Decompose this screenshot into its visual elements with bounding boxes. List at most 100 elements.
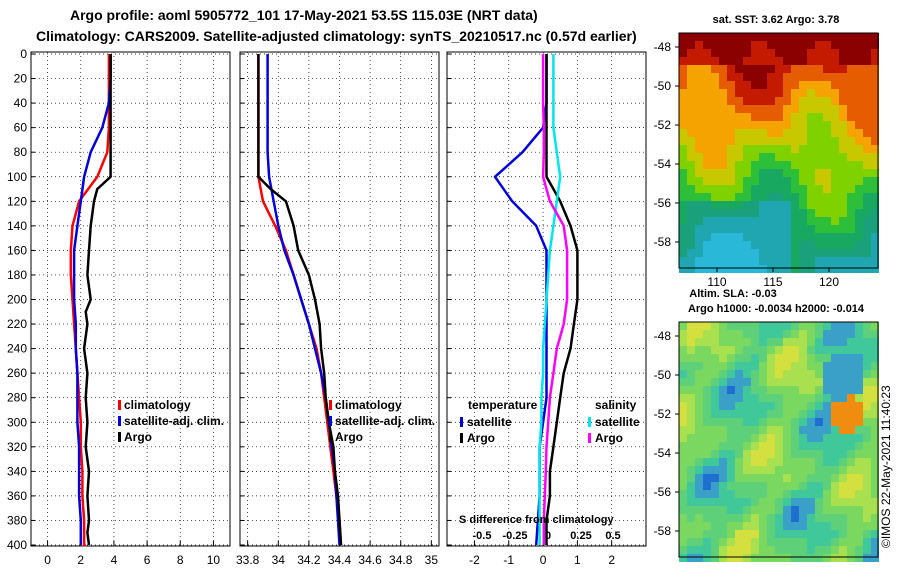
sst-cell [791, 145, 799, 153]
sst-cell [767, 201, 775, 209]
series-climatology [69, 54, 111, 547]
sla-cell [751, 458, 759, 466]
sla-cell [799, 394, 807, 402]
sla-cell [751, 474, 759, 482]
sla-cell [751, 538, 759, 546]
sla-cell [751, 530, 759, 538]
sla-cell [679, 466, 687, 474]
sst-cell [759, 121, 767, 129]
sla-cell [799, 362, 807, 370]
sla-cell [703, 346, 711, 354]
sla-cell [831, 546, 839, 554]
sst-cell [767, 49, 775, 57]
sst-cell [743, 209, 751, 217]
sst-cell [695, 153, 703, 161]
sla-cell [831, 450, 839, 458]
sst-cell [799, 65, 807, 73]
sla-cell [839, 450, 847, 458]
sst-cell [807, 129, 815, 137]
sla-cell [791, 490, 799, 498]
sla-cell [719, 474, 727, 482]
title-line-2: Climatology: CARS2009. Satellite-adjuste… [36, 28, 637, 44]
depth-tick-label: 220 [7, 317, 27, 331]
sst-cell [695, 113, 703, 121]
sst-cell [831, 65, 839, 73]
sst-cell [735, 113, 743, 121]
sst-cell [759, 97, 767, 105]
sst-cell [743, 113, 751, 121]
lat-tick-label: -56 [654, 485, 672, 499]
sst-cell [711, 169, 719, 177]
sst-cell [679, 209, 687, 217]
sst-cell [679, 177, 687, 185]
sst-cell [711, 65, 719, 73]
sla-cell [855, 426, 863, 434]
sst-cell [711, 161, 719, 169]
sla-cell [695, 554, 703, 562]
sla-cell [855, 522, 863, 530]
sst-cell [871, 73, 879, 81]
sla-cell [751, 546, 759, 554]
sla-cell [759, 458, 767, 466]
sla-cell [695, 466, 703, 474]
sst-cell [847, 193, 855, 201]
sla-cell [711, 410, 719, 418]
sla-cell [847, 450, 855, 458]
sla-cell [871, 402, 879, 410]
depth-tick-label: 340 [7, 464, 27, 478]
sla-cell [703, 338, 711, 346]
sst-cell [711, 49, 719, 57]
sst-cell [871, 105, 879, 113]
sst-cell [839, 129, 847, 137]
sla-cell [743, 474, 751, 482]
sst-cell [751, 33, 759, 41]
sst-cell [679, 41, 687, 49]
sla-cell [727, 474, 735, 482]
sla-cell [743, 386, 751, 394]
sla-cell [831, 338, 839, 346]
sst-cell [719, 233, 727, 241]
sst-cell [847, 209, 855, 217]
sst-cell [791, 81, 799, 89]
sst-cell [839, 49, 847, 57]
sst-cell [735, 169, 743, 177]
sla-cell [719, 514, 727, 522]
sst-cell [783, 33, 791, 41]
sla-cell [727, 338, 735, 346]
sst-cell [783, 97, 791, 105]
sst-cell [703, 81, 711, 89]
sla-cell [727, 498, 735, 506]
sla-cell [783, 554, 791, 562]
sst-cell [727, 73, 735, 81]
sst-cell [775, 137, 783, 145]
sst-cell [711, 201, 719, 209]
sla-cell [855, 402, 863, 410]
sla-cell [831, 474, 839, 482]
sla-cell [863, 434, 871, 442]
sla-cell [783, 530, 791, 538]
sst-cell [679, 257, 687, 265]
sla-cell [695, 530, 703, 538]
sla-cell [839, 546, 847, 554]
sst-cell [799, 49, 807, 57]
sla-cell [807, 354, 815, 362]
sst-cell [871, 145, 879, 153]
sst-cell [727, 193, 735, 201]
sst-cell [791, 193, 799, 201]
sla-cell [687, 466, 695, 474]
sst-cell [799, 89, 807, 97]
series-salinity-argo [541, 54, 569, 545]
sst-cell [815, 161, 823, 169]
sla-cell [727, 346, 735, 354]
sla-cell [871, 322, 879, 330]
sla-cell [727, 514, 735, 522]
sst-cell [727, 137, 735, 145]
sst-cell [719, 241, 727, 249]
sst-cell [751, 89, 759, 97]
sst-cell [695, 193, 703, 201]
sst-cell [759, 81, 767, 89]
sst-cell [831, 97, 839, 105]
sst-cell [815, 57, 823, 65]
sst-cell [687, 121, 695, 129]
sst-cell [791, 153, 799, 161]
